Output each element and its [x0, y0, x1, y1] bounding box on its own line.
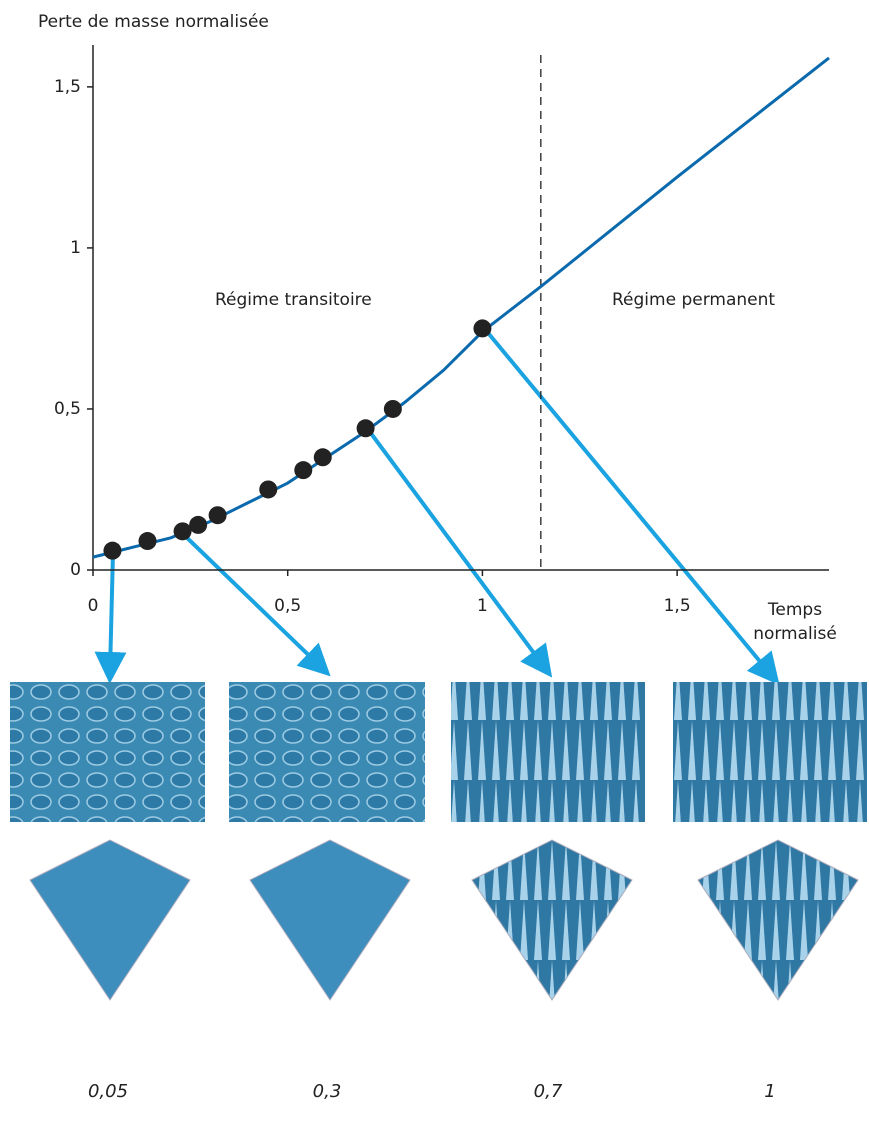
- sem-images: [10, 682, 867, 822]
- data-point: [314, 448, 332, 466]
- data-point: [384, 400, 402, 418]
- panel-label: 0,05: [88, 1081, 128, 1102]
- data-point: [259, 480, 277, 498]
- arrows: [110, 328, 772, 676]
- data-point: [139, 532, 157, 550]
- arrow: [367, 428, 545, 668]
- sem-image: [451, 682, 645, 822]
- arrow: [484, 328, 772, 676]
- data-point: [473, 319, 491, 337]
- renders: [30, 840, 858, 1000]
- y-tick-label: 0,5: [54, 399, 81, 419]
- sem-image: [229, 682, 425, 822]
- figure: Perte de masse normalisée Régime transit…: [0, 0, 869, 1128]
- panel-label: 0,3: [313, 1081, 342, 1102]
- panel-label: 0,7: [534, 1081, 563, 1102]
- data-point: [189, 516, 207, 534]
- panel-label: 1: [764, 1081, 775, 1102]
- render: [698, 840, 858, 1000]
- annotation: Régime permanent: [612, 290, 775, 310]
- x-tick-label: 0,5: [274, 596, 301, 616]
- y-tick-label: 1: [70, 238, 81, 258]
- data-point: [174, 522, 192, 540]
- render: [250, 840, 410, 1000]
- data-point: [294, 461, 312, 479]
- x-tick-label: 1: [477, 596, 488, 616]
- annotation: Régime transitoire: [215, 290, 372, 310]
- x-tick-label: 0: [88, 596, 99, 616]
- render: [472, 840, 632, 1000]
- sem-image: [10, 682, 205, 822]
- data-point: [357, 419, 375, 437]
- render: [30, 840, 190, 1000]
- y-tick-label: 0: [70, 560, 81, 580]
- y-tick-label: 1,5: [54, 77, 81, 97]
- y-axis-label: Perte de masse normalisée: [38, 12, 269, 32]
- sem-image: [673, 682, 867, 822]
- data-point: [209, 506, 227, 524]
- data-point: [103, 542, 121, 560]
- x-tick-label: 1,5: [664, 596, 691, 616]
